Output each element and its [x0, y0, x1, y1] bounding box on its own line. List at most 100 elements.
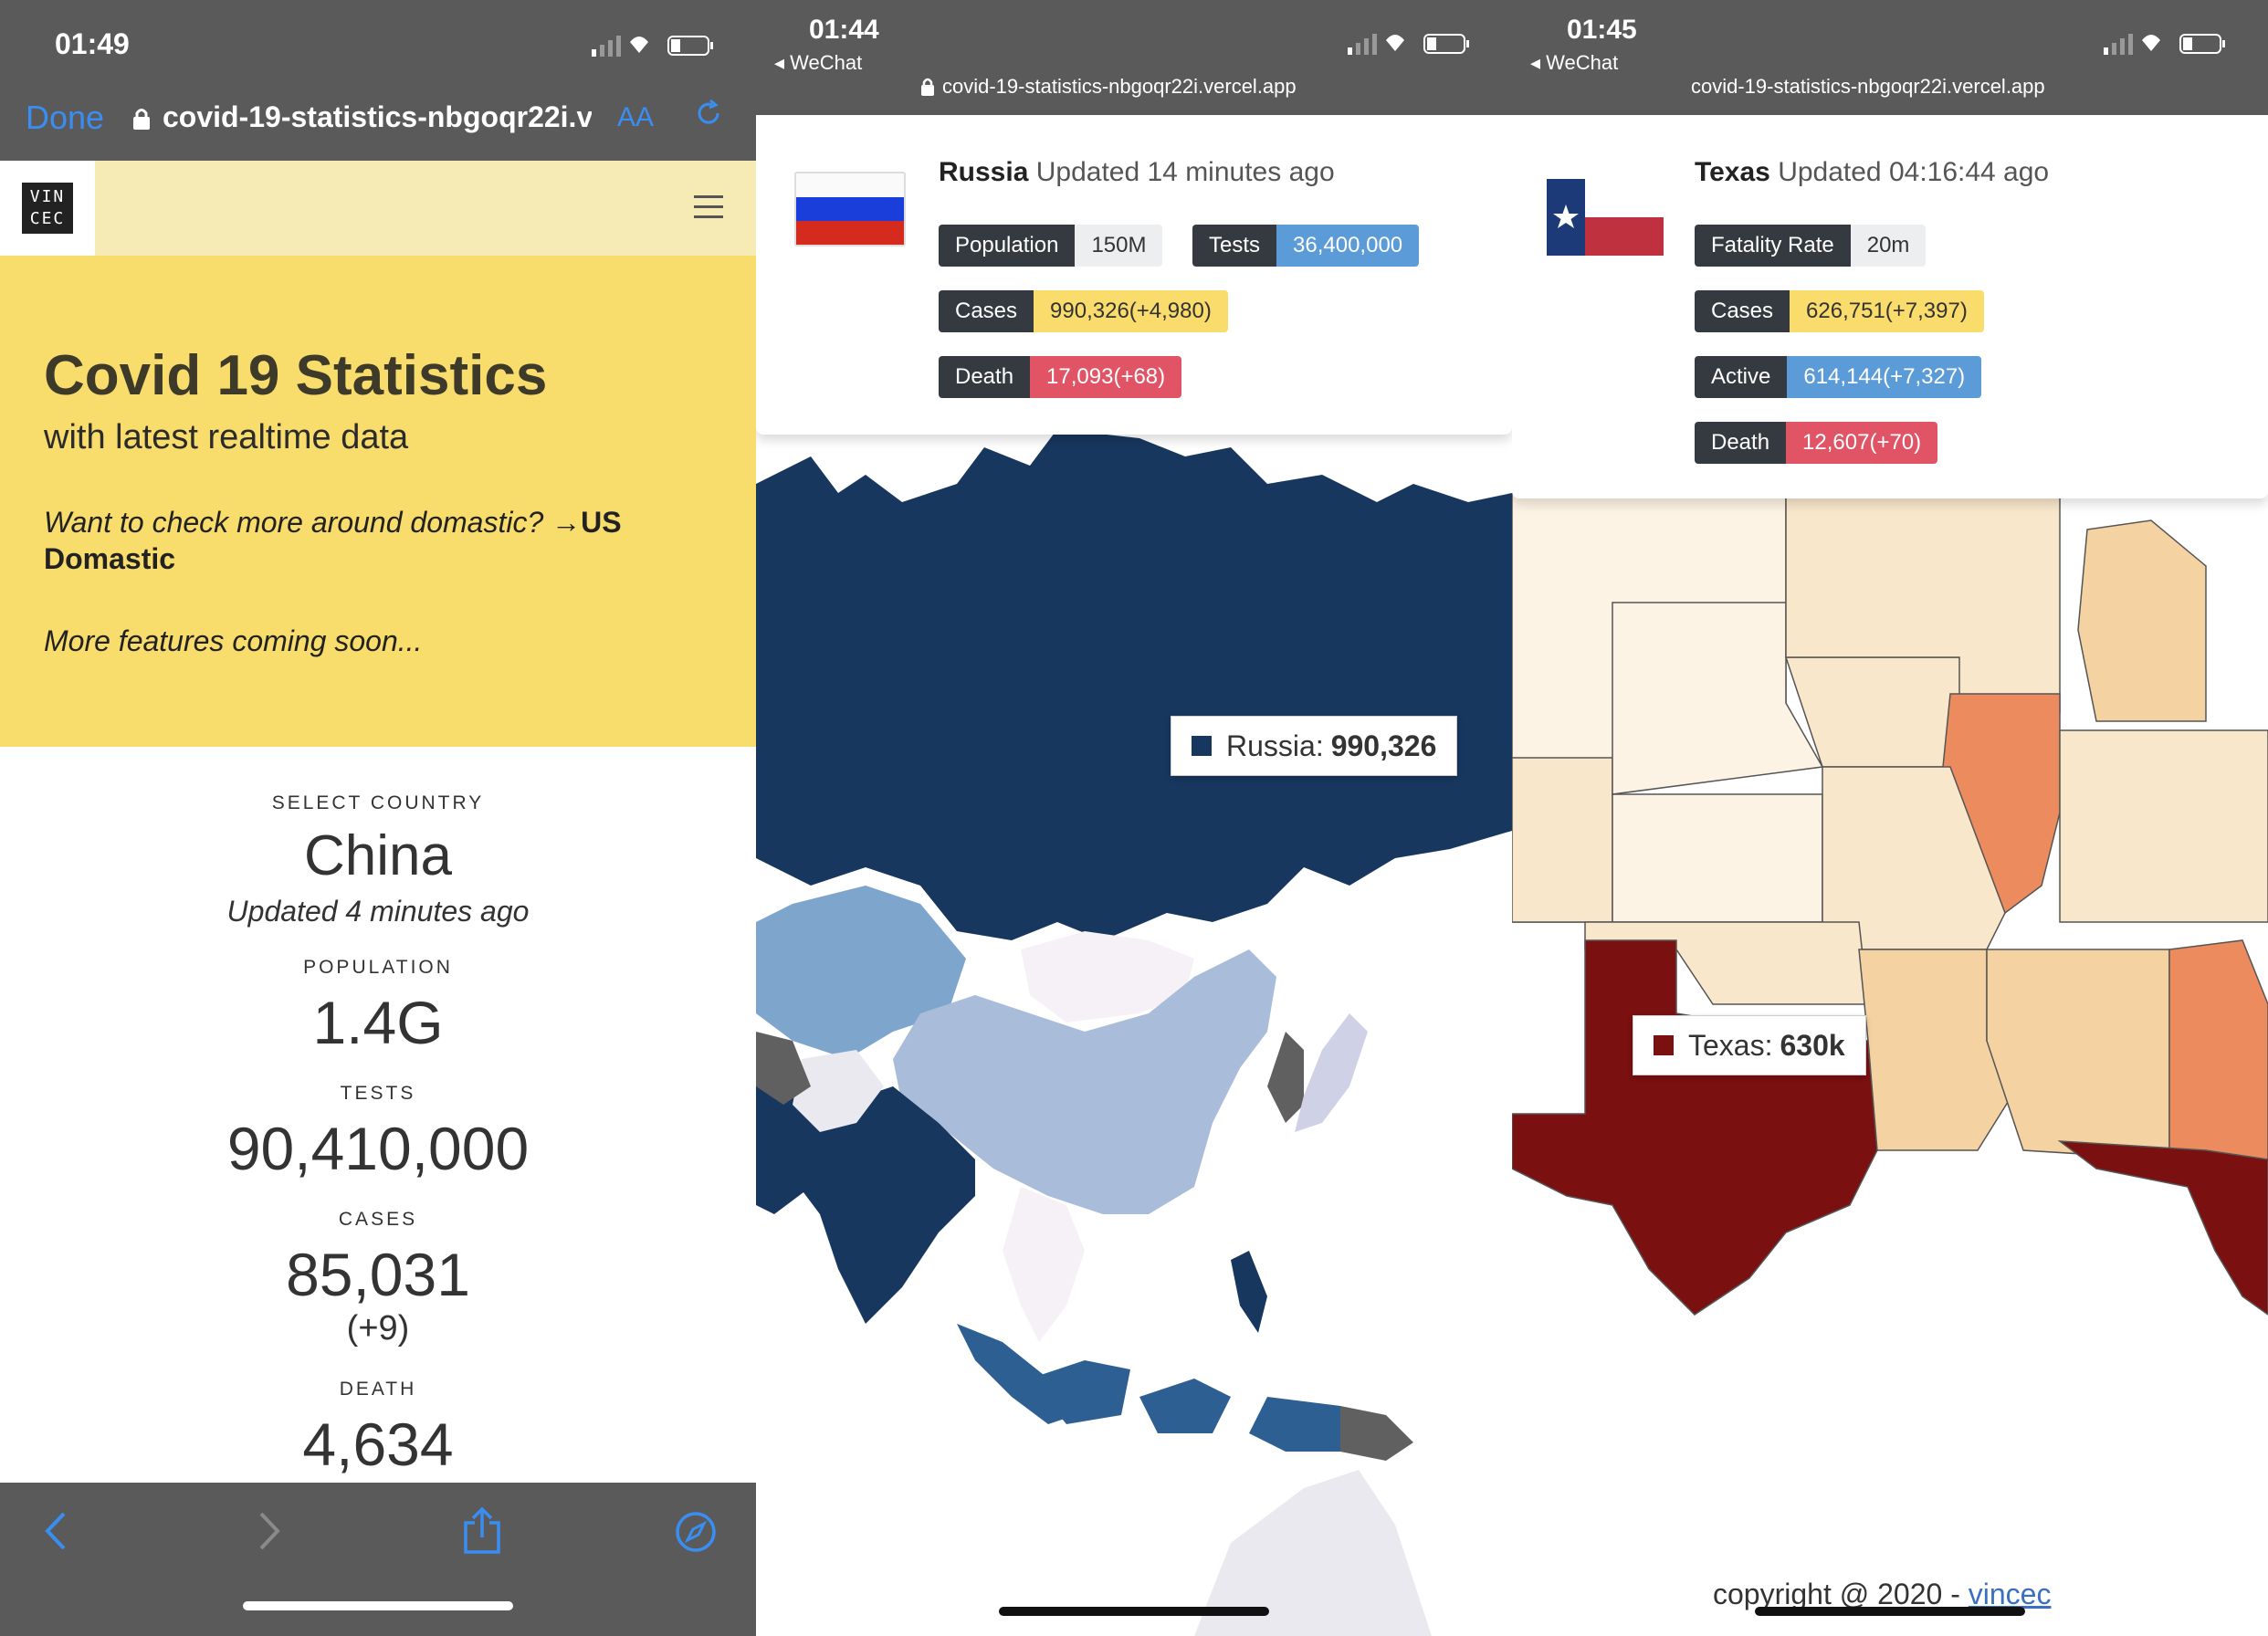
russia-flag-icon: [794, 172, 906, 246]
active-badge: Active 614,144(+7,327): [1695, 356, 1982, 398]
map-australia[interactable]: [1194, 1470, 1432, 1636]
share-icon[interactable]: [462, 1506, 502, 1556]
map-kansas[interactable]: [1612, 793, 1823, 923]
badge-key: Death: [1695, 422, 1787, 464]
map-japan[interactable]: [1295, 1013, 1368, 1132]
reload-icon[interactable]: [692, 97, 725, 130]
badge-value: 20m: [1850, 225, 1927, 267]
country-selector[interactable]: China: [304, 824, 452, 887]
legend-swatch: [1654, 1035, 1674, 1055]
lock-icon: [133, 109, 150, 130]
map-philippines[interactable]: [1231, 1251, 1267, 1333]
back-to-wechat[interactable]: ◂ WeChat: [1530, 51, 1619, 74]
cases-badge: Cases 626,751(+7,397): [1695, 290, 1984, 332]
map-papua[interactable]: [1340, 1406, 1413, 1461]
hamburger-menu-icon[interactable]: [694, 195, 723, 219]
updated-text: Updated 14 minutes ago: [1035, 157, 1335, 187]
map-korea[interactable]: [1267, 1032, 1304, 1123]
url-field[interactable]: covid-19-statistics-nbgoqr22i.vercel.app: [942, 75, 1297, 98]
badge-value: 614,144(+7,327): [1787, 356, 1982, 398]
system-status-icons: [2104, 34, 2225, 55]
cases-label: CASES: [338, 1209, 418, 1230]
copyright-footer: copyright @ 2020 - vincec: [1713, 1578, 2051, 1611]
map-mississippi-alabama[interactable]: [1986, 949, 2170, 1160]
tooltip-label: Russia:: [1226, 729, 1324, 762]
site-navbar: VIN CEC: [0, 161, 756, 256]
us-choropleth-map[interactable]: Texas: 630k: [1512, 493, 2268, 1497]
status-bar: 01:44 ◂ WeChat covid-19-statistics-nbgoq…: [756, 0, 1512, 115]
cases-badge: Cases 990,326(+4,980): [939, 290, 1228, 332]
hero-subtitle: with latest realtime data: [44, 418, 409, 456]
map-india[interactable]: [793, 1086, 975, 1324]
map-florida[interactable]: [2057, 1140, 2268, 1316]
map-iran[interactable]: [756, 1032, 811, 1105]
texas-flag-icon: [1547, 179, 1664, 256]
map-mongolia[interactable]: [1021, 931, 1194, 1022]
done-button[interactable]: Done: [26, 99, 105, 136]
badge-key: Cases: [1695, 290, 1790, 332]
map-colorado[interactable]: [1512, 757, 1613, 923]
hero-banner: Covid 19 Statistics with latest realtime…: [0, 256, 756, 747]
select-country-label: SELECT COUNTRY: [271, 792, 485, 813]
safari-address-bar: [0, 88, 756, 161]
cases-delta: (+9): [346, 1309, 410, 1348]
tests-value: 90,410,000: [226, 1115, 530, 1182]
badge-key: Death: [939, 356, 1031, 398]
map-michigan[interactable]: [2077, 519, 2207, 722]
compass-icon[interactable]: [674, 1510, 718, 1554]
badge-key: Cases: [939, 290, 1034, 332]
back-to-wechat[interactable]: ◂ WeChat: [774, 51, 863, 74]
url-field[interactable]: covid-19-statistics-nbgoqr22i.vercel.app: [1691, 75, 2045, 98]
map-nebraska[interactable]: [1612, 602, 1824, 795]
hero-domestic-prompt: Want to check more around domastic? →US …: [44, 504, 683, 577]
map-afghanistan[interactable]: [793, 1050, 884, 1132]
url-field[interactable]: covid-19-statistics-nbgoqr22i.v: [163, 100, 592, 133]
badge-key: Tests: [1192, 225, 1277, 267]
map-china[interactable]: [893, 949, 1276, 1214]
system-status-icons: [1348, 34, 1469, 55]
logo-line-2: CEC: [29, 209, 66, 228]
map-russia[interactable]: [756, 429, 1512, 940]
vincec-link[interactable]: vincec: [1968, 1578, 2052, 1610]
status-bar: 01:45 ◂ WeChat covid-19-statistics-nbgoq…: [1512, 0, 2268, 115]
map-indonesia[interactable]: [957, 1324, 1340, 1452]
map-svg: [1512, 493, 2268, 1316]
map-southeast-asia[interactable]: [1003, 1187, 1085, 1342]
panel-texas-map: 01:45 ◂ WeChat covid-19-statistics-nbgoq…: [1512, 0, 2268, 1636]
panel-china-stats: 01:49 Done covid-19-statistics-nbgoqr22i…: [0, 0, 756, 1636]
updated-text: Updated 04:16:44 ago: [1778, 157, 2050, 187]
map-georgia[interactable]: [2168, 939, 2268, 1160]
cases-value: 85,031: [286, 1241, 470, 1308]
country-info-card: Russia Updated 14 minutes ago Population…: [756, 115, 1512, 435]
badge-key: Population: [939, 225, 1076, 267]
state-name: Texas: [1695, 157, 1770, 187]
death-value: 4,634: [302, 1411, 454, 1478]
card-title: Texas Updated 04:16:44 ago: [1695, 157, 2049, 188]
death-label: DEATH: [339, 1379, 417, 1400]
hero-more-features: More features coming soon...: [44, 624, 423, 657]
home-indicator: [999, 1607, 1269, 1616]
badge-value: 626,751(+7,397): [1790, 290, 1984, 332]
status-time: 01:49: [55, 27, 130, 60]
population-value: 1.4G: [312, 989, 444, 1056]
map-kazakhstan[interactable]: [756, 886, 966, 1059]
map-tooltip: Texas: 630k: [1633, 1015, 1866, 1075]
copyright-text: copyright @ 2020 -: [1713, 1578, 1969, 1610]
card-title: Russia Updated 14 minutes ago: [939, 157, 1335, 188]
badge-value: 12,607(+70): [1786, 422, 1938, 464]
panel-russia-map: 01:44 ◂ WeChat covid-19-statistics-nbgoq…: [756, 0, 1512, 1636]
forward-chevron-icon[interactable]: [256, 1510, 283, 1552]
lock-icon: [921, 78, 934, 96]
map-ohio-valley[interactable]: [2059, 729, 2268, 923]
us-domastic-link[interactable]: US: [581, 506, 622, 539]
asia-choropleth-map[interactable]: Russia: 990,326: [756, 429, 1512, 1636]
logo-line-1: VIN: [29, 187, 66, 206]
fatality-rate-badge: Fatality Rate 20m: [1695, 225, 1927, 267]
tests-label: TESTS: [340, 1083, 416, 1104]
back-chevron-icon[interactable]: [42, 1510, 69, 1552]
domastic-link[interactable]: Domastic: [44, 542, 176, 575]
reader-aa-button[interactable]: AA: [617, 102, 655, 132]
status-bar: 01:49: [0, 0, 756, 88]
safari-toolbar: [0, 1483, 756, 1636]
site-logo[interactable]: VIN CEC: [0, 161, 95, 256]
